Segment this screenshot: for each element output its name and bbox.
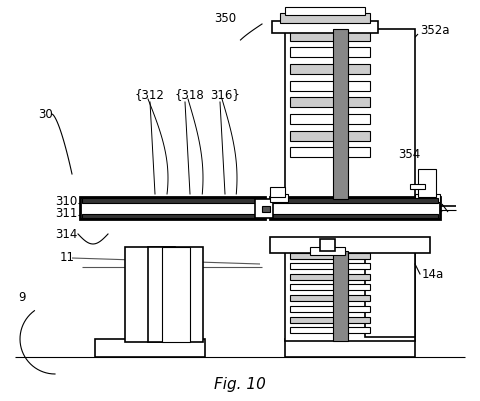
- Bar: [290, 115, 370, 125]
- Bar: [270, 198, 440, 219]
- Bar: [272, 215, 438, 219]
- Bar: [365, 247, 415, 337]
- Bar: [290, 263, 370, 269]
- Bar: [290, 295, 370, 301]
- Bar: [290, 253, 370, 259]
- Text: Fig. 10: Fig. 10: [214, 377, 266, 391]
- Bar: [290, 82, 370, 92]
- Text: 310: 310: [55, 195, 77, 208]
- Bar: [285, 30, 415, 200]
- Bar: [333, 30, 348, 200]
- Bar: [270, 194, 288, 203]
- Bar: [80, 198, 265, 219]
- Bar: [285, 251, 415, 341]
- Bar: [415, 194, 440, 203]
- Text: 314: 314: [55, 228, 77, 241]
- Bar: [290, 306, 370, 312]
- Bar: [285, 339, 415, 357]
- Text: 14a: 14a: [422, 268, 444, 281]
- Bar: [270, 188, 285, 198]
- Bar: [290, 98, 370, 108]
- Bar: [148, 247, 203, 342]
- Bar: [310, 247, 345, 255]
- Text: 354: 354: [398, 148, 420, 161]
- Text: 311: 311: [55, 207, 77, 220]
- Bar: [255, 200, 273, 219]
- Bar: [262, 207, 270, 213]
- Bar: [290, 65, 370, 75]
- Bar: [95, 339, 205, 357]
- Text: {312: {312: [135, 88, 165, 101]
- Text: 30: 30: [38, 108, 53, 121]
- Bar: [290, 48, 370, 58]
- Text: 316}: 316}: [210, 88, 240, 101]
- Bar: [290, 148, 370, 158]
- Bar: [82, 215, 263, 219]
- Bar: [290, 32, 370, 42]
- Bar: [290, 327, 370, 333]
- Bar: [285, 8, 365, 16]
- Bar: [125, 247, 175, 342]
- Bar: [290, 132, 370, 142]
- Text: 9: 9: [18, 291, 26, 304]
- Bar: [270, 237, 430, 253]
- Bar: [272, 22, 378, 34]
- Bar: [82, 198, 263, 203]
- Text: 350: 350: [214, 12, 236, 24]
- Text: {318: {318: [175, 88, 205, 101]
- Bar: [290, 274, 370, 280]
- Bar: [162, 247, 190, 342]
- Text: 352a: 352a: [420, 23, 449, 36]
- Bar: [290, 317, 370, 323]
- Bar: [280, 14, 370, 24]
- Bar: [333, 251, 348, 341]
- Bar: [410, 184, 425, 190]
- Bar: [320, 239, 335, 251]
- Bar: [272, 198, 438, 203]
- Text: 11: 11: [60, 251, 75, 264]
- Bar: [290, 284, 370, 290]
- Bar: [418, 170, 436, 198]
